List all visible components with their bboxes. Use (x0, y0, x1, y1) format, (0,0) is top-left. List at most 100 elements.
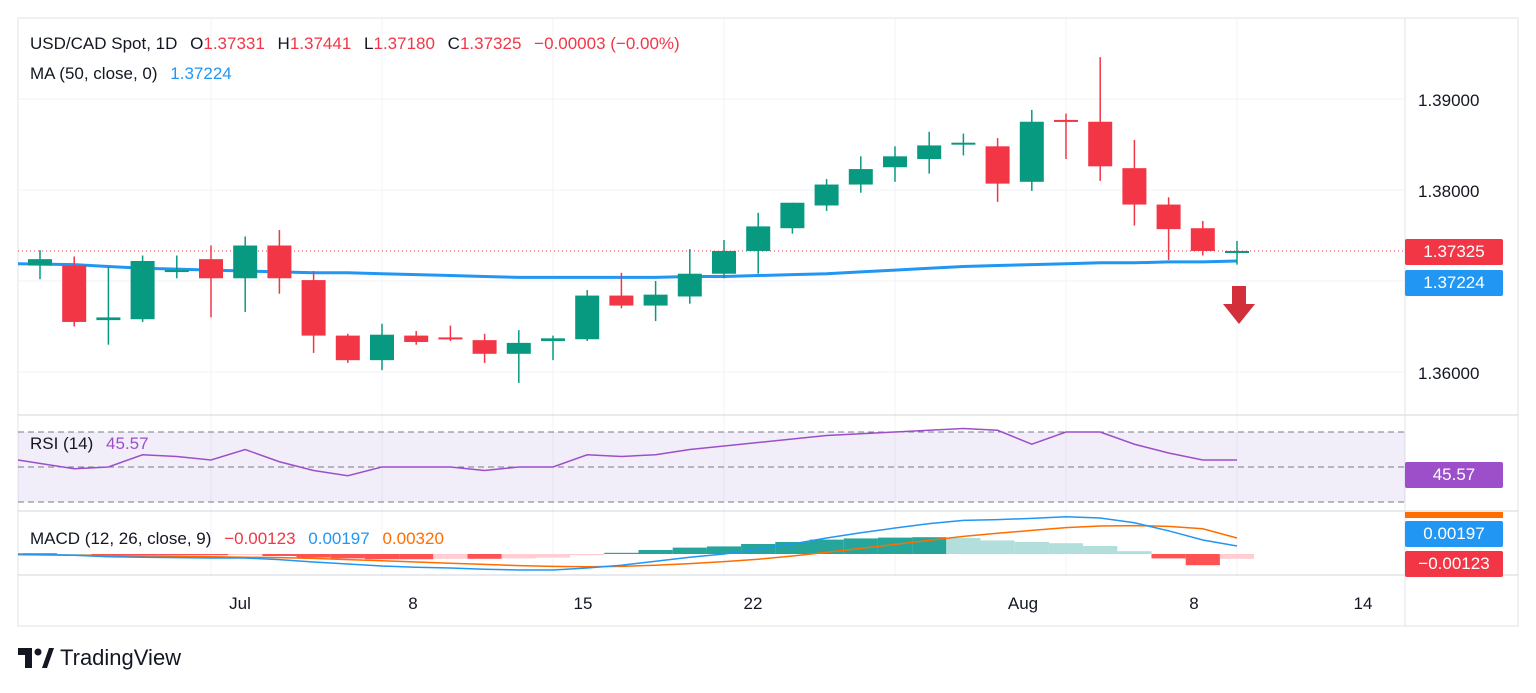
open-label: O (190, 34, 204, 53)
ohlc-legend: USD/CAD Spot, 1D O1.37331 H1.37441 L1.37… (30, 34, 680, 54)
candle-body (164, 270, 189, 273)
candle-body (438, 337, 463, 340)
candle-body (677, 273, 702, 297)
macd-histogram-bar (535, 554, 571, 558)
candle-body (780, 202, 805, 229)
candle-body (1054, 119, 1078, 122)
macd-histogram-bar (809, 539, 844, 554)
brand-name: TradingView (60, 645, 182, 670)
macd-histogram-bar (91, 554, 126, 556)
macd-histogram-bar (501, 554, 536, 559)
macd-histogram-bar (364, 554, 400, 560)
macd-histogram-bar (193, 554, 229, 556)
close-value: 1.37325 (459, 34, 522, 53)
candle-body (28, 259, 52, 266)
ma-value: 1.37224 (170, 64, 232, 83)
ma-label: MA (50, close, 0) (30, 64, 158, 83)
macd-label: MACD (12, 26, close, 9) (30, 529, 212, 548)
candle-body (1019, 121, 1044, 182)
rsi-value: 45.57 (106, 434, 149, 453)
macd-histogram-bar (399, 554, 434, 560)
macd-histogram-bar (1151, 554, 1186, 559)
candle-body (1156, 204, 1181, 230)
change-value: −0.00003 (−0.00%) (534, 34, 680, 53)
high-value: 1.37441 (289, 34, 352, 53)
rsi-legend: RSI (14) 45.57 (30, 434, 149, 454)
candle-body (951, 142, 976, 145)
candle-body (472, 340, 497, 354)
candle-body (814, 184, 839, 206)
macd-histogram-bar (159, 554, 194, 556)
candle-body (335, 335, 360, 361)
chart-frame (17, 17, 1519, 627)
candle-body (985, 146, 1010, 184)
brand-logo[interactable]: TradingView (18, 645, 181, 671)
candle-body (712, 250, 736, 274)
macd-histogram-bar (843, 538, 878, 554)
macd-histogram-bar (228, 554, 263, 555)
tradingview-icon (18, 648, 54, 668)
macd-histogram-bar (980, 540, 1015, 554)
candle-body (267, 245, 292, 279)
macd-histogram-bar (1117, 551, 1152, 554)
macd-histogram-bar (125, 554, 160, 556)
macd-histogram-bar (262, 554, 297, 556)
high-label: H (277, 34, 290, 53)
rsi-label: RSI (14) (30, 434, 94, 453)
candle-body (1225, 250, 1249, 253)
candle-body (1088, 121, 1113, 167)
date-label: Aug (1007, 594, 1039, 613)
macd-histogram-bar (638, 550, 673, 554)
candle-body (575, 295, 600, 340)
candle-body (883, 156, 907, 168)
open-value: 1.37331 (203, 34, 265, 53)
date-label: 15 (573, 594, 593, 613)
macd-histogram-bar (467, 554, 502, 559)
macd-histogram-bar (22, 553, 58, 555)
low-label: L (364, 34, 374, 53)
macd-line (17, 516, 1238, 571)
macd-histogram-bar (672, 547, 707, 554)
macd-histogram-bar (604, 552, 639, 554)
macd-histogram-bar (433, 554, 468, 559)
macd-histogram-bar (330, 554, 365, 559)
last-price-tag: 1.37325 (1405, 239, 1503, 265)
date-label: 14 (1353, 594, 1373, 613)
candle-body (96, 317, 121, 321)
price-tick-label: 1.39000 (1418, 91, 1480, 110)
candle-body (609, 295, 634, 306)
macd-histogram-bar (946, 538, 981, 554)
macd-histogram-bar (1185, 554, 1220, 566)
candle-body (848, 169, 873, 185)
candle-body (233, 245, 258, 279)
candle-body (1122, 168, 1147, 205)
candle-body (62, 265, 87, 322)
ma-price-tag: 1.37224 (1405, 270, 1503, 296)
macd-line-tag: 0.00197 (1405, 521, 1503, 547)
date-label: Jul (229, 594, 251, 613)
macd-legend: MACD (12, 26, close, 9) −0.00123 0.00197… (30, 529, 444, 549)
price-tick-label: 1.36000 (1418, 364, 1480, 383)
close-label: C (447, 34, 460, 53)
candle-body (746, 226, 771, 251)
macd-hist-value: −0.00123 (224, 529, 296, 548)
candle-body (917, 145, 942, 160)
ma-legend: MA (50, close, 0) 1.37224 (30, 64, 232, 84)
price-tick-label: 1.38000 (1418, 182, 1480, 201)
candle-body (506, 342, 531, 354)
macd-histogram-bar (570, 554, 605, 556)
date-label: 8 (1189, 594, 1199, 613)
macd-signal-line (17, 524, 1238, 568)
rsi-tag: 45.57 (1405, 462, 1503, 488)
macd-signal-tag (1405, 512, 1503, 518)
candle-body (1190, 228, 1215, 251)
macd-histogram-bar (706, 546, 742, 554)
macd-histogram-bar (1219, 554, 1255, 559)
macd-histogram-bar (1014, 542, 1049, 554)
macd-histogram-bar (1083, 546, 1118, 554)
candle-body (301, 280, 326, 336)
down-arrow-icon (1223, 286, 1255, 324)
macd-signal-value: 0.00320 (382, 529, 444, 548)
